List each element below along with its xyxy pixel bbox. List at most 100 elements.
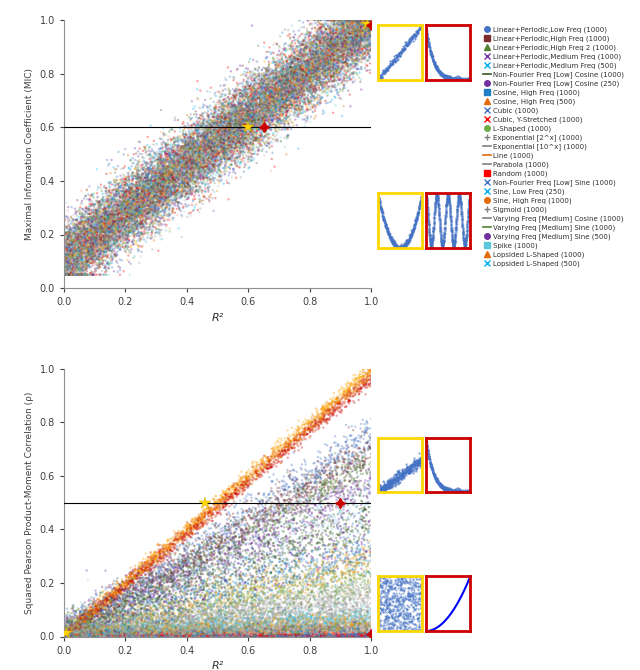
Point bbox=[100, 205, 111, 216]
Point bbox=[97, 626, 108, 637]
Point bbox=[269, 456, 279, 467]
Point bbox=[68, 631, 78, 642]
Point bbox=[72, 248, 82, 259]
Point bbox=[161, 196, 171, 206]
Point bbox=[157, 618, 167, 628]
Point bbox=[376, 483, 387, 494]
Point bbox=[283, 524, 293, 535]
Point bbox=[145, 199, 156, 210]
Point bbox=[429, 224, 439, 234]
Point bbox=[246, 631, 256, 642]
Point bbox=[95, 606, 105, 616]
Point bbox=[398, 605, 408, 616]
Point bbox=[271, 501, 282, 512]
Point bbox=[300, 617, 310, 628]
Point bbox=[361, 44, 371, 55]
Point bbox=[173, 159, 184, 170]
Point bbox=[305, 609, 315, 620]
Point bbox=[82, 228, 92, 239]
Point bbox=[201, 535, 211, 545]
Point bbox=[312, 46, 322, 57]
Point bbox=[68, 232, 79, 243]
Point bbox=[145, 210, 156, 220]
Point bbox=[221, 551, 232, 562]
Point bbox=[123, 624, 133, 634]
Point bbox=[261, 452, 271, 462]
Point bbox=[119, 591, 129, 602]
Point bbox=[307, 53, 317, 64]
Point bbox=[61, 269, 72, 280]
Point bbox=[296, 75, 306, 86]
Point bbox=[436, 480, 447, 491]
Point bbox=[77, 628, 88, 639]
Point bbox=[118, 610, 128, 620]
Point bbox=[220, 525, 230, 536]
Point bbox=[127, 192, 138, 203]
Point bbox=[429, 470, 440, 481]
Point bbox=[266, 84, 276, 94]
Point bbox=[214, 131, 225, 142]
Point bbox=[132, 610, 142, 621]
Point bbox=[261, 618, 271, 628]
Point bbox=[323, 15, 333, 25]
Point bbox=[310, 38, 321, 48]
Point bbox=[229, 521, 239, 531]
Point bbox=[195, 138, 205, 149]
Point bbox=[234, 124, 244, 135]
Point bbox=[112, 216, 122, 226]
Point bbox=[65, 265, 75, 275]
Point bbox=[384, 478, 394, 488]
Point bbox=[153, 165, 163, 176]
Point bbox=[317, 604, 327, 615]
Point bbox=[83, 618, 93, 629]
Point bbox=[83, 251, 93, 261]
Point bbox=[202, 539, 212, 550]
Point bbox=[115, 215, 125, 226]
Point bbox=[436, 480, 446, 490]
Point bbox=[296, 620, 307, 631]
Point bbox=[426, 242, 436, 253]
Point bbox=[134, 199, 144, 210]
Point bbox=[278, 616, 288, 627]
Point bbox=[125, 623, 136, 634]
Point bbox=[312, 515, 322, 525]
Point bbox=[383, 482, 394, 493]
Point bbox=[244, 147, 254, 157]
Point bbox=[189, 158, 200, 169]
Point bbox=[61, 263, 72, 273]
Point bbox=[284, 436, 294, 446]
Point bbox=[323, 614, 333, 624]
Point bbox=[212, 123, 223, 133]
Point bbox=[451, 487, 461, 498]
Point bbox=[237, 111, 248, 122]
Point bbox=[198, 506, 209, 517]
Point bbox=[267, 66, 277, 77]
Point bbox=[337, 19, 347, 29]
Point bbox=[122, 212, 132, 223]
Point bbox=[230, 120, 240, 131]
Point bbox=[337, 617, 347, 628]
Point bbox=[106, 588, 116, 599]
Point bbox=[262, 106, 272, 117]
Point bbox=[101, 631, 111, 642]
Point bbox=[159, 631, 169, 642]
Point bbox=[127, 184, 137, 195]
Point bbox=[276, 603, 287, 614]
Point bbox=[62, 627, 72, 638]
Point bbox=[224, 141, 234, 151]
Point bbox=[129, 194, 140, 205]
Point bbox=[85, 221, 95, 232]
Point bbox=[422, 34, 433, 44]
Point bbox=[244, 608, 255, 619]
Point bbox=[251, 629, 261, 640]
Point bbox=[180, 618, 191, 628]
Point bbox=[214, 113, 224, 124]
Point bbox=[461, 486, 471, 496]
Point bbox=[319, 630, 329, 641]
Point bbox=[95, 596, 106, 606]
Point bbox=[228, 137, 239, 148]
Point bbox=[284, 90, 294, 100]
Point bbox=[93, 210, 103, 220]
Point bbox=[320, 510, 330, 521]
Point bbox=[72, 631, 82, 642]
